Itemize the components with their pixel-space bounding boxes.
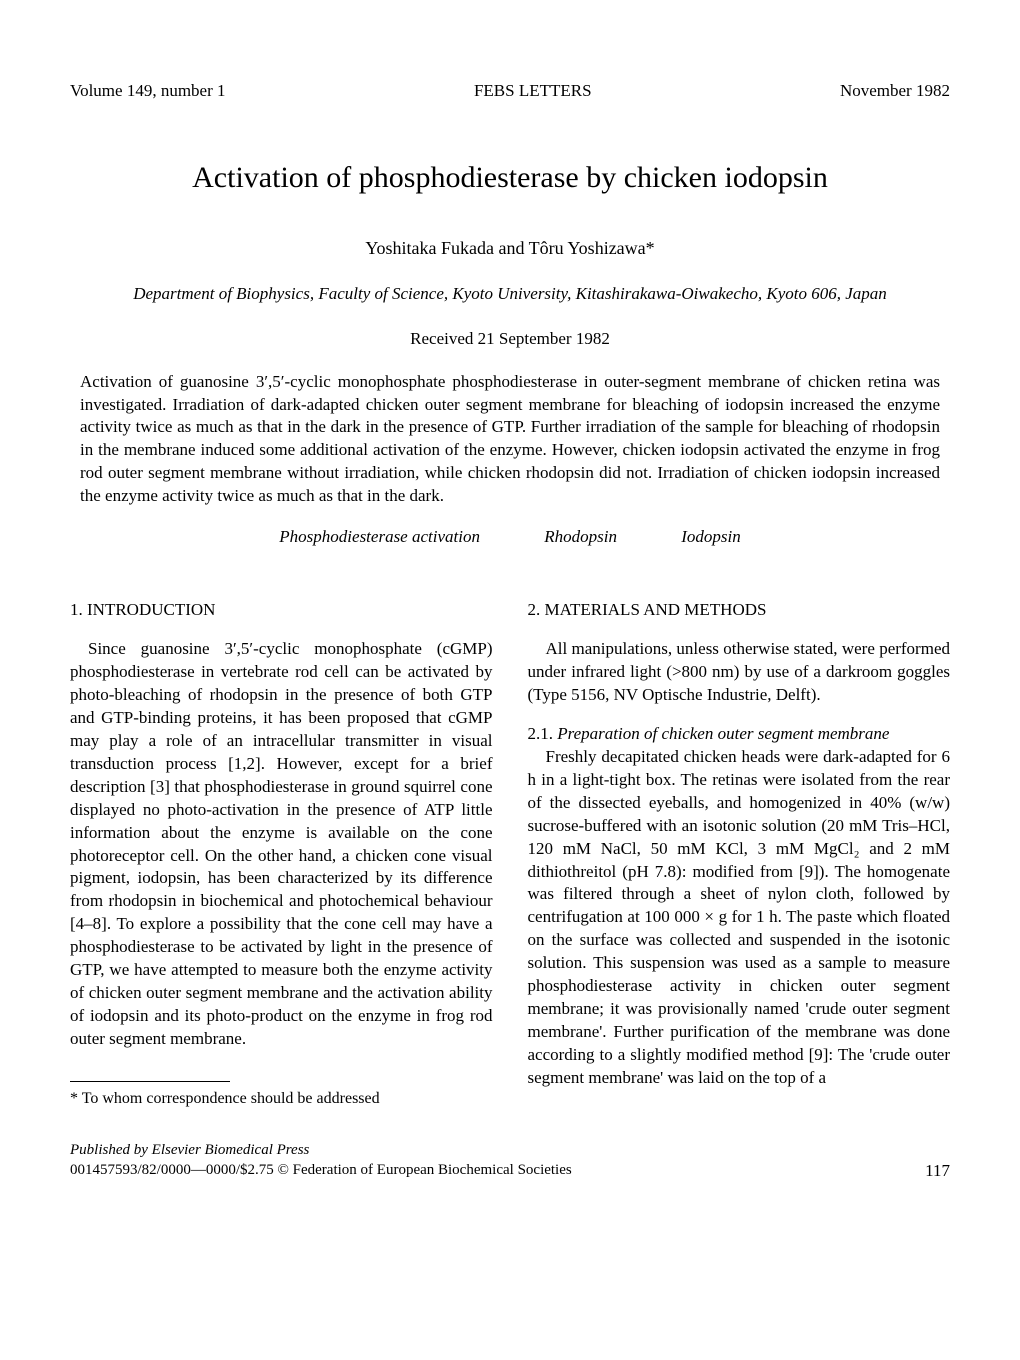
- received-date: Received 21 September 1982: [70, 328, 950, 351]
- running-header: Volume 149, number 1 FEBS LETTERS Novemb…: [70, 80, 950, 103]
- authors: Yoshitaka Fukada and Tôru Yoshizawa*: [70, 236, 950, 260]
- footnote-separator: [70, 1081, 230, 1082]
- copyright-line: 001457593/82/0000—0000/$2.75 © Federatio…: [70, 1160, 950, 1183]
- page-number: 117: [925, 1160, 950, 1183]
- publisher-line: Published by Elsevier Biomedical Press: [70, 1140, 950, 1160]
- header-volume: Volume 149, number 1: [70, 80, 226, 103]
- keyword-2: Rhodopsin: [544, 527, 617, 546]
- body-columns: 1. INTRODUCTION Since guanosine 3′,5′-cy…: [70, 599, 950, 1109]
- subsection-number: 2.1.: [528, 724, 554, 743]
- corresponding-author-footnote: * To whom correspondence should be addre…: [70, 1088, 493, 1110]
- section-2-heading: 2. MATERIALS AND METHODS: [528, 599, 951, 622]
- section-1-text: Since guanosine 3′,5′-cyclic monophospha…: [70, 638, 493, 1051]
- abstract: Activation of guanosine 3′,5′-cyclic mon…: [80, 371, 940, 509]
- keyword-3: Iodopsin: [681, 527, 741, 546]
- header-date: November 1982: [840, 80, 950, 103]
- keywords: Phosphodiesterase activation Rhodopsin I…: [70, 526, 950, 549]
- affiliation: Department of Biophysics, Faculty of Sci…: [70, 283, 950, 306]
- keyword-1: Phosphodiesterase activation: [279, 527, 480, 546]
- right-column: 2. MATERIALS AND METHODS All manipulatio…: [528, 599, 951, 1109]
- article-title: Activation of phosphodiesterase by chick…: [70, 158, 950, 199]
- section-1-heading: 1. INTRODUCTION: [70, 599, 493, 622]
- subsection-title: Preparation of chicken outer segment mem…: [557, 724, 889, 743]
- header-journal: FEBS LETTERS: [474, 80, 592, 103]
- copyright-text: 001457593/82/0000—0000/$2.75 © Federatio…: [70, 1160, 572, 1183]
- page-footer: Published by Elsevier Biomedical Press 0…: [70, 1140, 950, 1183]
- section-2-intro: All manipulations, unless otherwise stat…: [528, 638, 951, 707]
- subsection-2-1-text: Freshly decapitated chicken heads were d…: [528, 746, 951, 1090]
- left-column: 1. INTRODUCTION Since guanosine 3′,5′-cy…: [70, 599, 493, 1109]
- subsection-2-1-heading: 2.1. Preparation of chicken outer segmen…: [528, 723, 951, 746]
